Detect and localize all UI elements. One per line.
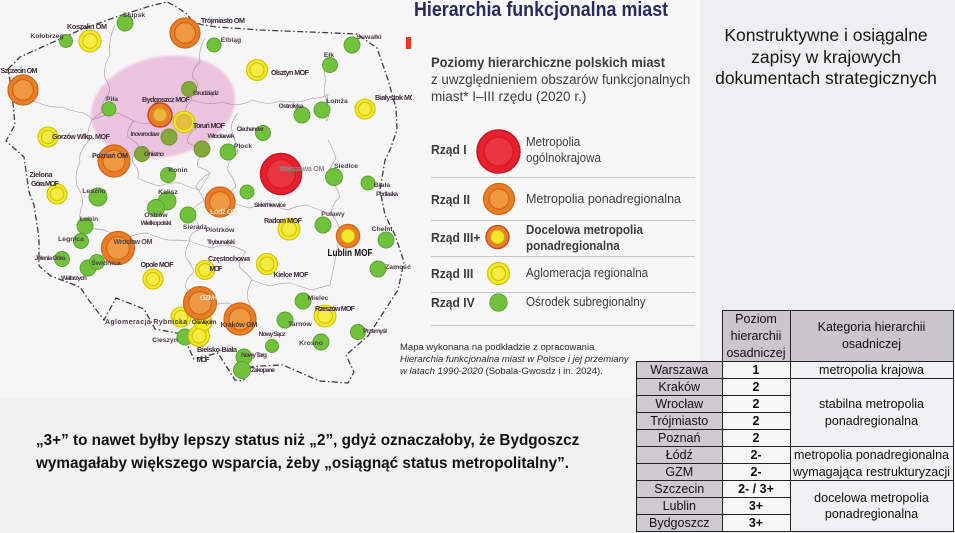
svg-text:Kraków OM: Kraków OM — [221, 320, 258, 329]
svg-text:Warszawa OM: Warszawa OM — [280, 164, 325, 173]
svg-text:MOF: MOF — [210, 264, 224, 273]
svg-text:Sieradz: Sieradz — [183, 224, 208, 231]
svg-text:Opole MOF: Opole MOF — [141, 260, 175, 269]
svg-text:Zakopane: Zakopane — [251, 367, 275, 374]
svg-text:Ostrów: Ostrów — [144, 212, 168, 219]
svg-text:Grudziądz: Grudziądz — [193, 90, 220, 97]
svg-text:Bydgoszcz MOF: Bydgoszcz MOF — [142, 95, 191, 104]
svg-text:Wrocław OM: Wrocław OM — [114, 237, 153, 246]
svg-text:Suwałki: Suwałki — [356, 34, 381, 41]
svg-text:Przemyśl: Przemyśl — [363, 328, 387, 335]
svg-text:Skierniewice: Skierniewice — [254, 202, 286, 209]
svg-text:Cieszyn: Cieszyn — [152, 337, 178, 344]
svg-text:GZM+: GZM+ — [200, 293, 218, 302]
svg-text:Częstochowa: Częstochowa — [208, 254, 251, 263]
svg-text:Konin: Konin — [168, 167, 187, 174]
svg-text:Nowy Targ: Nowy Targ — [241, 352, 267, 359]
svg-text:Świdnica: Świdnica — [91, 258, 121, 267]
svg-text:Chełm: Chełm — [372, 226, 393, 233]
svg-text:Piotrków: Piotrków — [206, 227, 235, 234]
svg-text:Bielsko-Biała: Bielsko-Biała — [197, 345, 238, 354]
svg-text:Łódź OM: Łódź OM — [210, 207, 238, 216]
svg-text:Rzeszów MOF: Rzeszów MOF — [315, 304, 356, 313]
svg-text:Nowy Sącz: Nowy Sącz — [259, 331, 287, 338]
svg-text:Góra MOF: Góra MOF — [31, 179, 60, 188]
svg-text:Wałbrzych: Wałbrzych — [61, 275, 87, 282]
svg-text:Gniezno: Gniezno — [144, 151, 164, 158]
svg-text:Zielona: Zielona — [30, 170, 54, 179]
svg-text:Wielkopolski: Wielkopolski — [141, 220, 172, 227]
svg-text:Radom MOF: Radom MOF — [264, 216, 303, 225]
svg-text:Aglomeracja Rybnicka: Aglomeracja Rybnicka — [105, 319, 187, 326]
svg-text:Toruń MOF: Toruń MOF — [193, 121, 226, 130]
svg-text:Kielce MOF: Kielce MOF — [274, 270, 310, 279]
svg-text:Siedlce: Siedlce — [334, 163, 358, 170]
svg-text:Podlaska: Podlaska — [376, 191, 398, 198]
svg-text:Kalisz: Kalisz — [158, 189, 178, 196]
svg-text:MOF: MOF — [197, 355, 211, 364]
svg-text:Trybunalski: Trybunalski — [207, 239, 235, 246]
svg-text:Szczecin OM: Szczecin OM — [1, 66, 38, 75]
svg-text:Ciechanów: Ciechanów — [237, 126, 265, 133]
svg-text:Zamość: Zamość — [385, 264, 411, 271]
svg-text:Ostrołęka: Ostrołęka — [279, 103, 304, 110]
svg-text:Mielec: Mielec — [308, 295, 329, 302]
svg-text:Lubin: Lubin — [80, 216, 99, 223]
svg-text:Inowrocław: Inowrocław — [131, 131, 161, 138]
svg-text:Płock: Płock — [234, 143, 252, 150]
svg-text:Leszno: Leszno — [82, 188, 105, 195]
svg-text:Puławy: Puławy — [321, 211, 345, 218]
svg-text:Kołobrzeg: Kołobrzeg — [30, 33, 63, 40]
svg-text:Włocławek: Włocławek — [208, 133, 235, 140]
svg-text:Krosno: Krosno — [299, 340, 323, 347]
svg-text:Koszalin OM: Koszalin OM — [67, 22, 107, 31]
svg-text:Ełk: Ełk — [324, 52, 334, 59]
svg-text:Oświęcim: Oświęcim — [192, 319, 217, 326]
svg-text:Łomża: Łomża — [326, 98, 348, 105]
svg-text:Lublin MOF: Lublin MOF — [328, 247, 373, 259]
svg-text:Jelenia Góra: Jelenia Góra — [35, 255, 66, 262]
svg-text:Białystok MOF: Białystok MOF — [375, 93, 420, 102]
svg-text:Tarnów: Tarnów — [288, 321, 312, 328]
svg-text:Trójmiasto OM: Trójmiasto OM — [201, 16, 245, 25]
svg-text:Legnica: Legnica — [58, 236, 84, 243]
svg-text:Biała: Biała — [374, 182, 390, 189]
svg-text:Gorzów Wlkp. MOF: Gorzów Wlkp. MOF — [52, 132, 111, 141]
svg-text:Olsztyn MOF: Olsztyn MOF — [271, 68, 310, 77]
svg-text:Poznań OM: Poznań OM — [92, 151, 128, 160]
svg-text:Słupsk: Słupsk — [123, 12, 146, 19]
svg-text:Elbląg: Elbląg — [221, 37, 241, 44]
svg-text:Piła: Piła — [106, 96, 118, 103]
